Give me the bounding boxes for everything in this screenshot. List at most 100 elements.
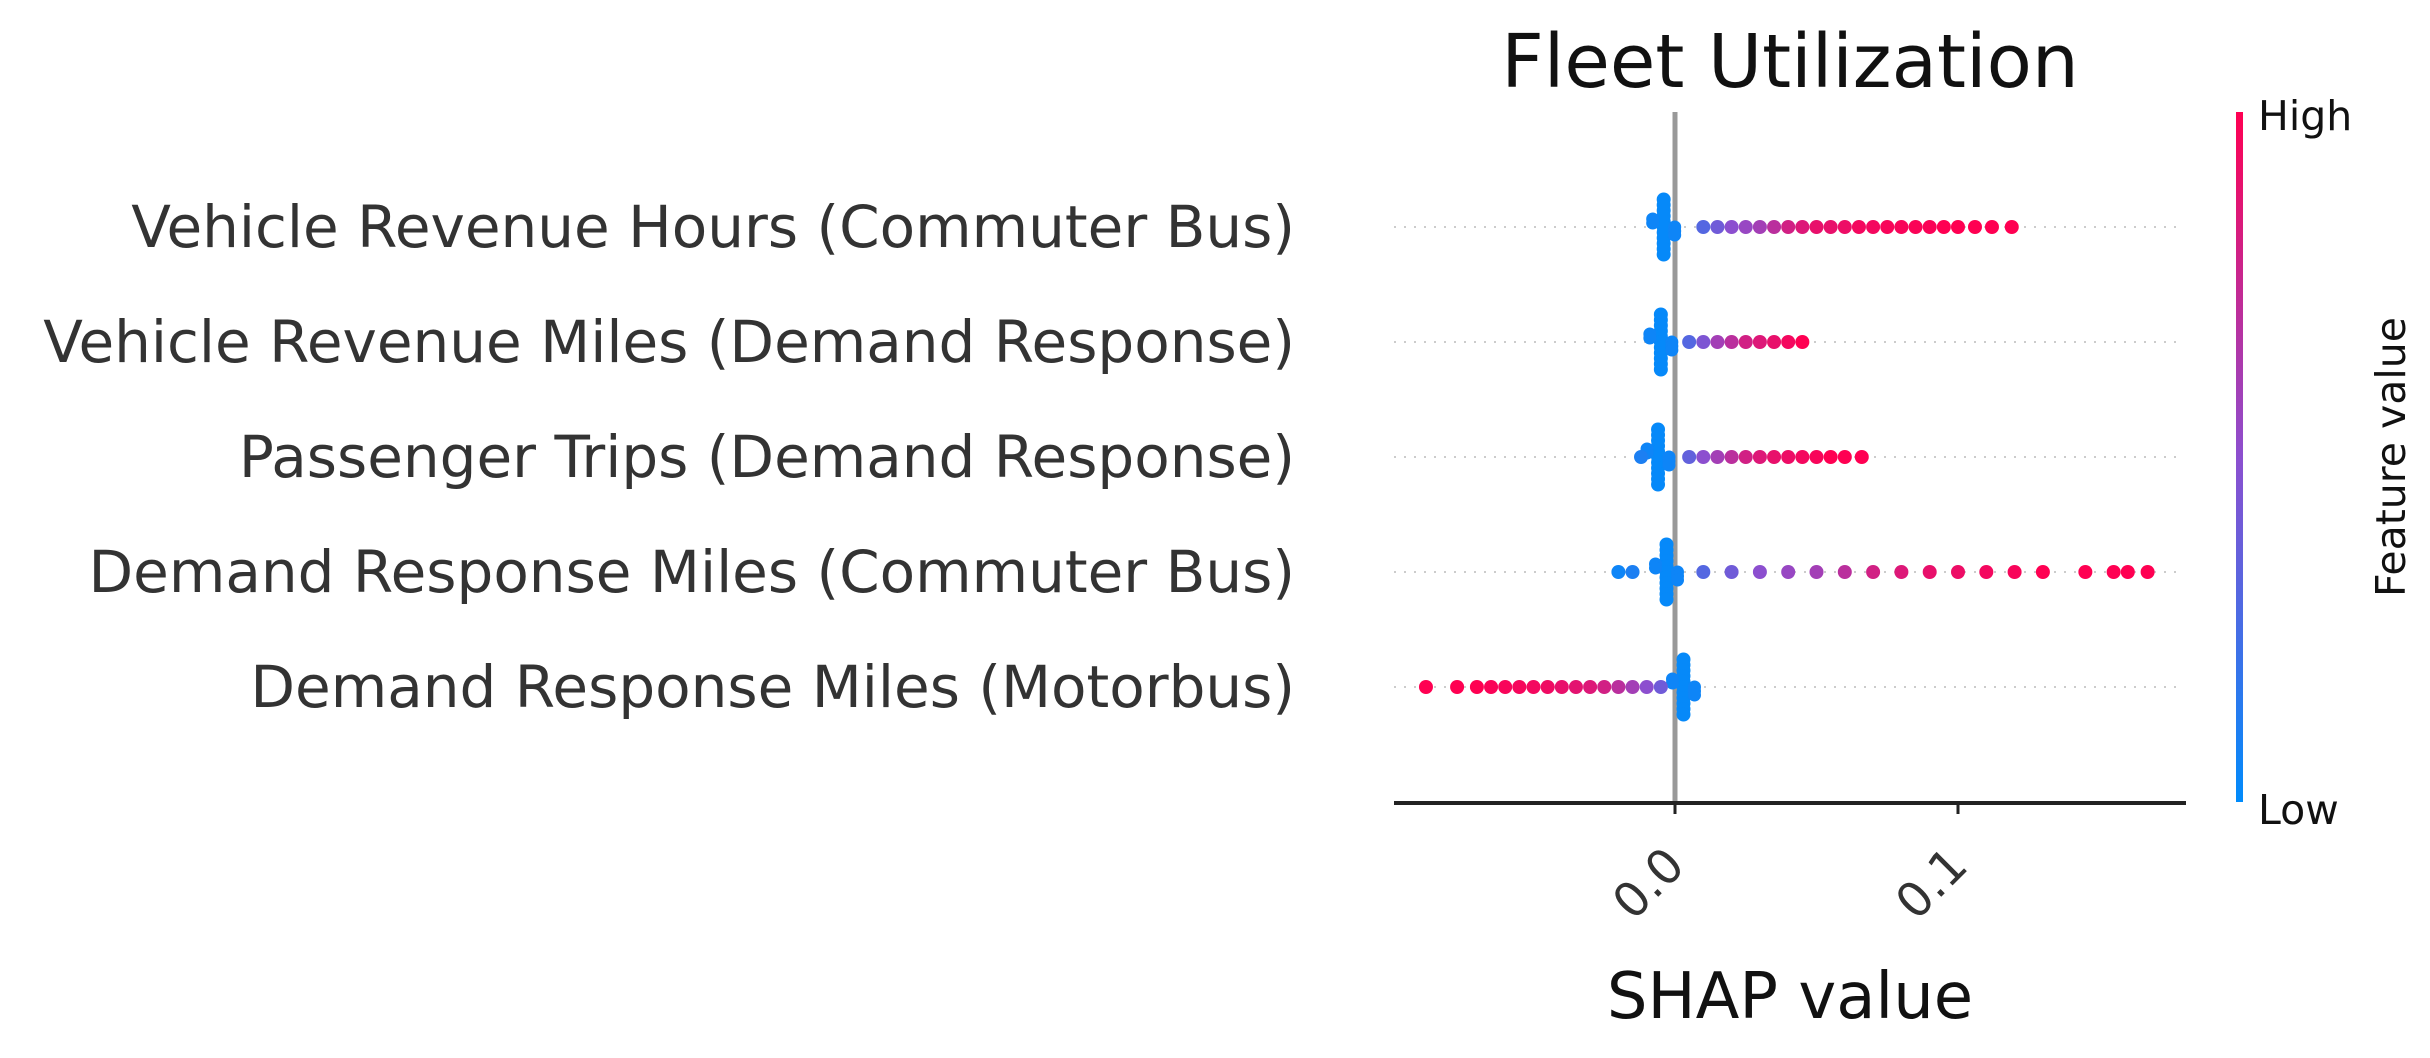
shap-point [1908,220,1923,234]
shap-point [1866,220,1881,234]
shap-point [1668,228,1682,242]
shap-point [1724,335,1739,349]
shap-point [1738,450,1753,464]
shap-point [1651,477,1666,492]
shap-point [1823,220,1838,234]
feature-points [1634,422,1869,492]
shap-point [1724,220,1739,234]
shap-point [1951,220,1965,234]
shap-point [1484,680,1499,694]
shap-point [1866,565,1881,579]
shap-point [1951,565,1965,579]
shap-point [1665,343,1679,357]
shap-point [1665,676,1679,690]
shap-point [1611,680,1626,694]
shap-point [1738,220,1753,234]
feature-points [1611,537,2155,607]
shap-point [1936,220,1951,234]
shap-point [1724,450,1739,464]
shap-point [1837,565,1852,579]
shap-point [1967,220,1982,234]
x-axis-ticks: 0.0 0.1 [1602,803,1979,931]
shap-point [1568,680,1583,694]
shap-point [1795,450,1810,464]
feature-label: Demand Response Miles (Commuter Bus) [89,538,1295,606]
shap-point [1696,450,1711,464]
feature-label: Vehicle Revenue Miles (Demand Response) [43,308,1295,376]
shap-point [2106,565,2121,579]
shap-point [2004,220,2019,234]
x-tick-label: 0.0 [1602,837,1696,931]
shap-point [1837,450,1852,464]
shap-point [1851,220,1866,234]
shap-point [1752,335,1767,349]
shap-point [1922,565,1937,579]
shap-point [1625,565,1640,579]
colorbar-title: Feature value [2367,317,2415,597]
shap-point [2078,565,2093,579]
shap-point [1662,458,1676,472]
shap-point [1418,680,1433,694]
shap-point [2035,565,2050,579]
shap-point [1676,707,1691,722]
feature-label: Vehicle Revenue Hours (Commuter Bus) [131,193,1295,261]
feature-label: Passenger Trips (Demand Response) [239,423,1295,491]
shap-point [1682,335,1697,349]
shap-point [1696,335,1711,349]
shap-point [1894,220,1909,234]
shap-point [1512,680,1527,694]
shap-point [1781,335,1796,349]
feature-points [1643,307,1810,377]
shap-point [1809,220,1824,234]
shap-point [1738,335,1753,349]
shap-point [1837,220,1852,234]
shap-point [1682,450,1697,464]
shap-point [1710,335,1725,349]
shap-point [1809,450,1824,464]
shap-point [1634,450,1649,464]
shap-point [1809,565,1824,579]
shap-point [1696,220,1711,234]
shap-point [1894,565,1909,579]
x-tick-label: 0.1 [1885,837,1979,931]
shap-point [1984,220,1999,234]
shap-point [1611,565,1626,579]
shap-point [1649,561,1663,575]
shap-point [1710,220,1725,234]
shap-point [2120,565,2135,579]
shap-point [1823,450,1838,464]
shap-point [1597,680,1612,694]
shap-point [1696,565,1711,579]
shap-point [1639,680,1654,694]
shap-point [1752,565,1767,579]
shap-point [1724,565,1739,579]
shap-point [1752,450,1767,464]
shap-point [1625,680,1640,694]
shap-point [1450,680,1465,694]
shap-point [1781,220,1796,234]
shap-point [1687,688,1701,702]
shap-point [1646,216,1660,230]
shap-point [1583,680,1598,694]
shap-point [1795,220,1810,234]
shap-point [2007,565,2022,579]
shap-point [1767,220,1782,234]
shap-point [1653,680,1668,694]
shap-point [1922,220,1937,234]
shap-point [1540,680,1555,694]
shap-point [1554,680,1569,694]
shap-point [1781,565,1796,579]
shap-point [2140,565,2155,579]
colorbar: High Low Feature value [2236,92,2415,834]
shap-point [1854,450,1869,464]
colorbar-gradient [2236,112,2243,802]
shap-point [1653,362,1668,377]
shap-point [1643,331,1657,345]
shap-point [1659,592,1674,607]
shap-point [1498,680,1513,694]
shap-point [1880,220,1895,234]
shap-point [1767,450,1782,464]
shap-point [1656,247,1671,262]
feature-rows: Vehicle Revenue Hours (Commuter Bus) Vehi… [43,193,2176,721]
feature-points [1646,192,2019,262]
